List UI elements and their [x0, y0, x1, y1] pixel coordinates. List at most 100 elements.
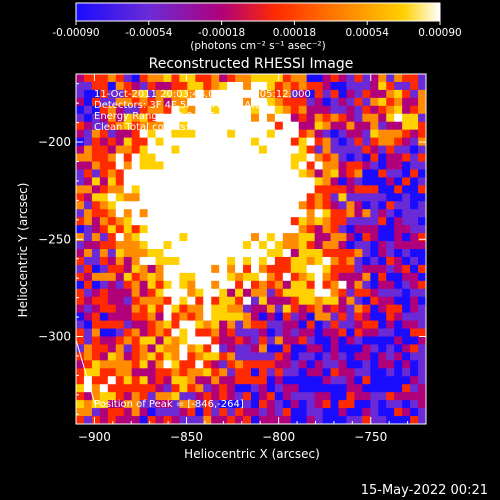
- heatmap-pixel: [314, 336, 324, 346]
- heatmap-pixel: [187, 400, 196, 409]
- heatmap-pixel: [179, 201, 188, 210]
- heatmap-pixel: [330, 169, 340, 178]
- heatmap-pixel: [163, 97, 173, 107]
- heatmap-pixel: [227, 360, 236, 369]
- heatmap-pixel: [322, 145, 332, 155]
- heatmap-pixel: [115, 392, 125, 401]
- heatmap-pixel: [354, 320, 363, 330]
- heatmap-pixel: [211, 145, 220, 155]
- heatmap-pixel: [322, 408, 332, 417]
- heatmap-pixel: [266, 344, 276, 353]
- heatmap-pixel: [203, 296, 212, 306]
- heatmap-pixel: [314, 89, 324, 99]
- heatmap-pixel: [258, 177, 268, 186]
- heatmap-pixel: [219, 129, 228, 139]
- heatmap-pixel: [107, 304, 117, 314]
- heatmap-pixel: [330, 97, 340, 107]
- heatmap-pixel: [91, 177, 101, 186]
- heatmap-pixel: [402, 185, 411, 194]
- heatmap-pixel: [298, 328, 308, 338]
- heatmap-pixel: [298, 336, 308, 346]
- heatmap-pixel: [346, 384, 355, 393]
- heatmap-pixel: [266, 97, 276, 107]
- heatmap-pixel: [258, 328, 268, 338]
- heatmap-pixel: [227, 408, 236, 417]
- heatmap-pixel: [243, 304, 252, 314]
- heatmap-pixel: [386, 137, 395, 147]
- heatmap-pixel: [99, 344, 109, 353]
- heatmap-pixel: [123, 105, 133, 115]
- heatmap-pixel: [306, 288, 316, 298]
- heatmap-pixel: [107, 416, 117, 424]
- heatmap-pixel: [258, 256, 268, 266]
- heatmap-pixel: [290, 89, 300, 99]
- heatmap-pixel: [410, 249, 419, 258]
- heatmap-pixel: [298, 256, 308, 266]
- heatmap-pixel: [402, 201, 411, 210]
- heatmap-pixel: [115, 376, 125, 385]
- heatmap-pixel: [402, 408, 411, 417]
- heatmap-pixel: [386, 209, 395, 218]
- heatmap-pixel: [195, 193, 204, 202]
- heatmap-pixel: [274, 392, 284, 401]
- heatmap-pixel: [266, 81, 276, 91]
- heatmap-pixel: [123, 209, 133, 218]
- heatmap-pixel: [203, 392, 212, 401]
- heatmap-pixel: [76, 336, 85, 346]
- heatmap-pixel: [235, 74, 244, 83]
- heatmap-pixel: [147, 392, 157, 401]
- heatmap-pixel: [290, 97, 300, 107]
- heatmap-pixel: [76, 296, 85, 306]
- heatmap-pixel: [115, 368, 125, 377]
- heatmap-pixel: [107, 264, 117, 274]
- heatmap-pixel: [410, 288, 419, 298]
- heatmap-pixel: [386, 121, 395, 131]
- heatmap-pixel: [306, 264, 316, 274]
- heatmap-pixel: [155, 193, 165, 202]
- heatmap-pixel: [195, 113, 204, 123]
- heatmap-pixel: [155, 177, 165, 186]
- heatmap-pixel: [179, 97, 188, 107]
- heatmap-pixel: [235, 121, 244, 131]
- heatmap-pixel: [402, 264, 411, 274]
- heatmap-pixel: [298, 193, 308, 202]
- heatmap-pixel: [298, 392, 308, 401]
- heatmap-pixel: [91, 113, 101, 123]
- heatmap-pixel: [322, 296, 332, 306]
- heatmap-pixel: [235, 185, 244, 194]
- heatmap-pixel: [131, 352, 141, 361]
- heatmap-pixel: [314, 233, 324, 242]
- heatmap-pixel: [346, 328, 355, 338]
- heatmap-pixel: [338, 312, 348, 322]
- heatmap-pixel: [99, 81, 109, 91]
- heatmap-pixel: [330, 233, 340, 242]
- heatmap-pixel: [274, 272, 284, 282]
- heatmap-pixel: [370, 97, 379, 107]
- heatmap-pixel: [139, 296, 149, 306]
- heatmap-pixel: [346, 272, 355, 282]
- heatmap-pixel: [171, 74, 180, 83]
- heatmap-pixel: [298, 145, 308, 155]
- heatmap-pixel: [179, 233, 188, 242]
- heatmap-pixel: [179, 105, 188, 115]
- heatmap-pixel: [99, 153, 109, 163]
- heatmap-pixel: [99, 416, 109, 424]
- heatmap-pixel: [155, 368, 165, 377]
- heatmap-pixel: [123, 344, 133, 353]
- heatmap-pixel: [394, 97, 403, 107]
- heatmap-pixel: [282, 360, 292, 369]
- heatmap-pixel: [187, 384, 196, 393]
- heatmap-pixel: [274, 312, 284, 322]
- heatmap-pixel: [378, 145, 387, 155]
- heatmap-pixel: [131, 209, 141, 218]
- heatmap-pixel: [362, 249, 371, 258]
- heatmap-pixel: [203, 320, 212, 330]
- heatmap-pixel: [91, 105, 101, 115]
- heatmap-pixel: [418, 344, 426, 353]
- heatmap-pixel: [274, 288, 284, 298]
- heatmap-pixel: [243, 241, 252, 250]
- heatmap-pixel: [227, 145, 236, 155]
- heatmap-pixel: [282, 161, 292, 171]
- heatmap-pixel: [147, 320, 157, 330]
- heatmap-pixel: [123, 185, 133, 194]
